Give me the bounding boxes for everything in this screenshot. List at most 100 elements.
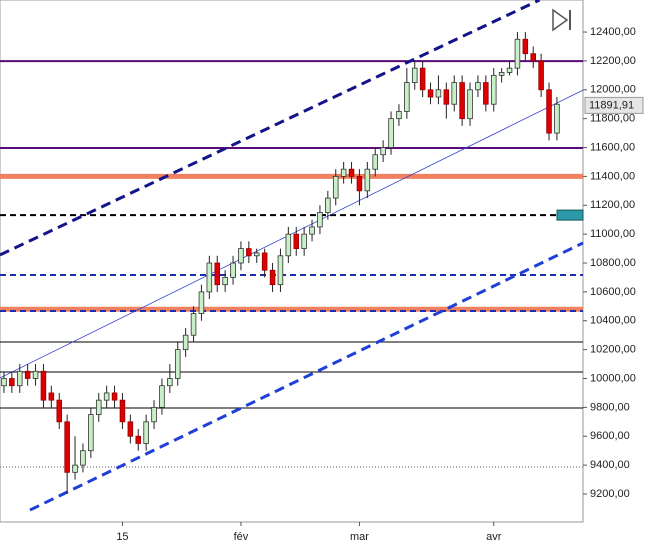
candle-body bbox=[9, 378, 15, 387]
candle-body bbox=[95, 399, 102, 415]
candle-body bbox=[167, 378, 173, 387]
candle-body bbox=[32, 370, 39, 379]
candle-body bbox=[340, 168, 347, 177]
y-tick-label: 10200,00 bbox=[590, 344, 636, 356]
candle-body bbox=[127, 421, 134, 437]
candle-body bbox=[451, 82, 458, 105]
candle-body bbox=[380, 147, 386, 156]
y-tick-label: 9800,00 bbox=[590, 401, 630, 413]
candle-body bbox=[443, 89, 450, 105]
candle-body bbox=[332, 176, 339, 199]
candle-body bbox=[56, 399, 63, 423]
y-tick-label: 11800,00 bbox=[590, 113, 635, 125]
candle-body bbox=[40, 370, 47, 401]
candle-body bbox=[317, 212, 323, 228]
candle-body bbox=[490, 74, 497, 105]
candle-body bbox=[190, 313, 197, 336]
candle-body bbox=[506, 67, 513, 73]
alert-marker bbox=[556, 209, 584, 221]
y-tick-label: 12400,00 bbox=[590, 26, 636, 38]
candle-body bbox=[261, 252, 268, 271]
candle-body bbox=[72, 464, 78, 473]
y-tick-label: 10800,00 bbox=[590, 257, 636, 269]
y-tick-label: 12000,00 bbox=[590, 84, 636, 96]
y-tick-label: 9200,00 bbox=[590, 488, 630, 500]
candle-body bbox=[103, 392, 110, 401]
candle-body bbox=[238, 248, 244, 264]
candle-body bbox=[253, 252, 260, 257]
candle-body bbox=[293, 233, 300, 249]
play-triangle[interactable] bbox=[552, 8, 569, 32]
candle-body bbox=[222, 277, 228, 286]
candle-body bbox=[159, 385, 165, 408]
candle-body bbox=[214, 262, 221, 286]
trend-line bbox=[0, 89, 584, 379]
y-tick-label: 11400,00 bbox=[590, 170, 635, 182]
candle-body bbox=[435, 89, 442, 98]
x-tick-label: avr bbox=[486, 531, 502, 543]
candle-body bbox=[411, 67, 418, 83]
candle-body bbox=[301, 233, 307, 249]
candle-body bbox=[182, 334, 189, 351]
candle-body bbox=[538, 60, 544, 91]
candle-body bbox=[48, 392, 55, 401]
candle-body bbox=[419, 67, 426, 91]
trend-line bbox=[29, 241, 584, 512]
candle-body bbox=[206, 262, 213, 293]
candle-body bbox=[364, 168, 371, 192]
candle-body bbox=[325, 197, 331, 213]
candle-body bbox=[388, 118, 394, 148]
x-tick-label: 15 bbox=[116, 531, 128, 543]
candle-body bbox=[309, 226, 315, 235]
last-price-label: 11891,91 bbox=[589, 99, 634, 111]
x-tick-label: mar bbox=[350, 531, 369, 543]
candle-body bbox=[246, 248, 252, 257]
candle-body bbox=[135, 435, 142, 444]
candle-body bbox=[514, 38, 521, 69]
candle-body bbox=[404, 82, 410, 112]
y-tick-label: 9600,00 bbox=[590, 430, 630, 442]
candle-body bbox=[269, 269, 276, 286]
candle-body bbox=[277, 255, 284, 286]
candle-body bbox=[546, 89, 552, 134]
candle-body bbox=[285, 233, 292, 257]
candle-body bbox=[64, 421, 70, 473]
candle-body bbox=[151, 406, 157, 423]
candle-body bbox=[498, 72, 505, 76]
candle-body bbox=[530, 53, 537, 62]
candle-body bbox=[111, 392, 118, 401]
y-tick-label: 10000,00 bbox=[590, 372, 636, 384]
candle-body bbox=[554, 103, 560, 134]
candle-body bbox=[348, 168, 355, 177]
candle-body bbox=[427, 89, 434, 98]
candle-body bbox=[459, 82, 465, 120]
candle-body bbox=[198, 291, 205, 314]
candle-body bbox=[119, 399, 126, 423]
y-tick-label: 10400,00 bbox=[590, 315, 636, 327]
candle-body bbox=[230, 262, 236, 278]
candle-body bbox=[522, 38, 529, 55]
candle-body bbox=[1, 378, 7, 387]
last-price-box bbox=[584, 96, 644, 114]
candle-body bbox=[143, 421, 149, 444]
candle-body bbox=[483, 82, 489, 105]
y-tick-label: 10600,00 bbox=[590, 286, 636, 298]
y-tick-label: 9400,00 bbox=[590, 459, 630, 471]
candle-body bbox=[356, 176, 363, 192]
candle-body bbox=[475, 82, 481, 91]
candle-body bbox=[16, 370, 23, 387]
trend-line bbox=[0, 0, 541, 257]
y-tick-label: 11200,00 bbox=[590, 199, 635, 211]
candle-body bbox=[372, 154, 379, 170]
x-tick-label: fév bbox=[234, 531, 249, 543]
candle-body bbox=[88, 414, 94, 452]
candle-body bbox=[396, 111, 402, 120]
y-tick-label: 12200,00 bbox=[590, 55, 636, 67]
candle-body bbox=[174, 349, 181, 379]
y-tick-label: 11000,00 bbox=[590, 228, 635, 240]
play-icon[interactable] bbox=[552, 8, 571, 32]
y-tick-label: 11600,00 bbox=[590, 141, 635, 153]
candle-body bbox=[80, 450, 86, 466]
